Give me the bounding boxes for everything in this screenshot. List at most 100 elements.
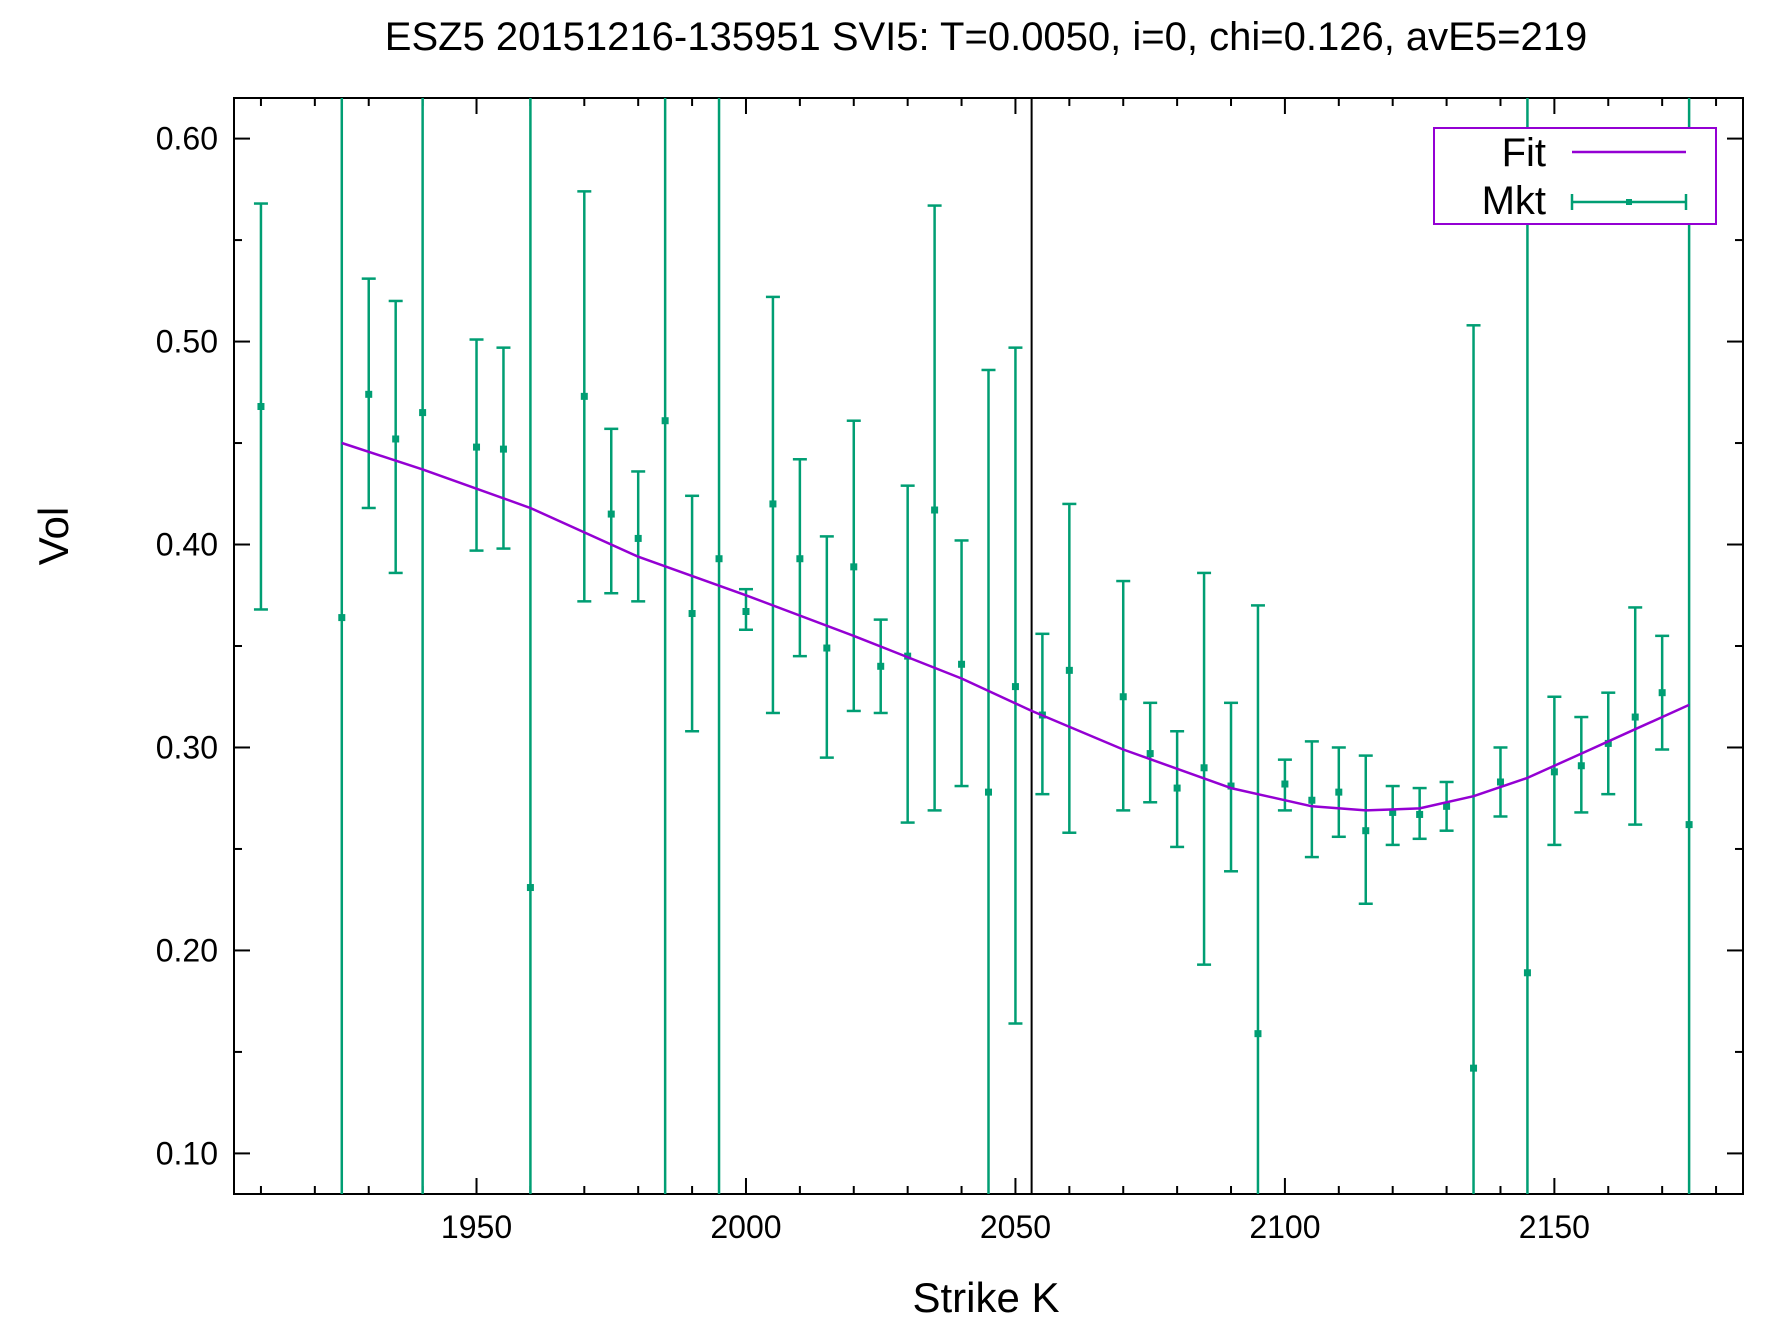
mkt-point (1523, 98, 1531, 1194)
mkt-point (1277, 758, 1292, 812)
mkt-point (338, 98, 346, 1194)
mkt-point (1385, 784, 1400, 847)
mkt-point (1685, 98, 1693, 1194)
legend-box (1433, 127, 1717, 225)
mkt-marker (1523, 969, 1531, 977)
mkt-point (1412, 786, 1427, 841)
mkt-point (1143, 701, 1158, 804)
mkt-marker (338, 614, 346, 622)
mkt-marker (958, 660, 966, 668)
mkt-point (1439, 780, 1454, 832)
y-axis-label: Vol (30, 507, 77, 565)
mkt-marker (365, 390, 373, 398)
mkt-point (361, 277, 376, 510)
mkt-marker (823, 644, 831, 652)
mkt-marker (715, 555, 723, 563)
chart-title: ESZ5 20151216-135951 SVI5: T=0.0050, i=0… (385, 15, 1587, 59)
mkt-marker (1065, 666, 1073, 674)
mkt-point (1655, 634, 1670, 751)
mkt-point (496, 346, 511, 550)
mkt-marker (1416, 810, 1424, 818)
mkt-marker (1173, 784, 1181, 792)
y-tick-label: 0.20 (156, 932, 218, 968)
mkt-marker (1227, 782, 1235, 790)
mkt-point (1116, 579, 1131, 812)
x-tick-label: 2100 (1249, 1209, 1320, 1245)
mkt-point (1170, 729, 1185, 849)
mkt-point (792, 458, 807, 658)
mkt-marker (1389, 808, 1397, 816)
y-tick-label: 0.40 (156, 527, 218, 563)
mkt-marker (257, 403, 265, 411)
mkt-marker (634, 534, 642, 542)
mkt-marker (499, 445, 507, 453)
mkt-marker (1119, 693, 1127, 701)
mkt-point (927, 204, 942, 812)
x-tick-label: 2150 (1519, 1209, 1590, 1245)
mkt-point (715, 98, 723, 1194)
mkt-marker (1550, 768, 1558, 776)
mkt-marker (1577, 762, 1585, 770)
mkt-point (1358, 754, 1373, 906)
mkt-series (253, 98, 1693, 1194)
fit-series (341, 441, 1690, 812)
mkt-marker (1604, 739, 1612, 747)
mkt-marker (580, 392, 588, 400)
mkt-point (981, 368, 996, 1194)
mkt-marker (1658, 689, 1666, 697)
y-tick-label: 0.50 (156, 324, 218, 360)
mkt-point (577, 190, 592, 603)
x-tick-label: 2000 (710, 1209, 781, 1245)
mkt-point (1547, 695, 1562, 847)
mkt-marker (796, 555, 804, 563)
legend-label-mkt: Mkt (1482, 179, 1546, 223)
mkt-marker (1362, 827, 1370, 835)
y-tick-label: 0.60 (156, 121, 218, 157)
mkt-marker (742, 607, 750, 615)
mkt-point (253, 202, 268, 611)
mkt-marker (1146, 750, 1154, 758)
y-tick-label: 0.30 (156, 729, 218, 765)
mkt-marker (850, 563, 858, 571)
mkt-marker (392, 435, 400, 443)
mkt-marker (877, 662, 885, 670)
legend-swatch-mkt (1570, 194, 1688, 210)
mkt-point (1062, 502, 1077, 834)
mkt-point (631, 470, 646, 603)
mkt-point (846, 419, 861, 713)
mkt-point (954, 539, 969, 788)
mkt-point (1628, 606, 1643, 826)
mkt-point (1197, 571, 1212, 966)
mkt-marker (1685, 821, 1693, 829)
mkt-marker (931, 506, 939, 514)
x-tick-label: 2050 (980, 1209, 1051, 1245)
mkt-point (1008, 346, 1023, 1025)
mkt-marker (1335, 788, 1343, 796)
legend: Fit Mkt (1433, 127, 1717, 225)
mkt-marker (1200, 764, 1208, 772)
mkt-point (1304, 740, 1319, 859)
mkt-point (819, 535, 834, 759)
mkt-marker (1443, 802, 1451, 810)
mkt-point (1466, 324, 1481, 1194)
legend-label-fit: Fit (1502, 131, 1546, 175)
mkt-marker (769, 500, 777, 508)
mkt-point (1601, 691, 1616, 796)
mkt-marker (526, 884, 534, 892)
mkt-marker (473, 443, 481, 451)
mkt-marker (1011, 683, 1019, 691)
mkt-point (873, 618, 888, 715)
mkt-point (1331, 746, 1346, 839)
mkt-marker (1470, 1064, 1478, 1072)
x-tick-label: 1950 (441, 1209, 512, 1245)
mkt-point (469, 338, 484, 552)
fit-line (341, 441, 1690, 812)
mkt-point (1574, 715, 1589, 814)
x-axis-ticks: 1950 2000 2050 2100 2150 (259, 98, 1718, 1245)
mkt-marker (607, 510, 615, 518)
mkt-marker (1308, 796, 1316, 804)
mkt-point (661, 98, 669, 1194)
x-axis-label: Strike K (912, 1274, 1059, 1321)
y-axis-ticks: 0.10 0.20 0.30 0.40 0.50 0.60 (156, 121, 1743, 1171)
